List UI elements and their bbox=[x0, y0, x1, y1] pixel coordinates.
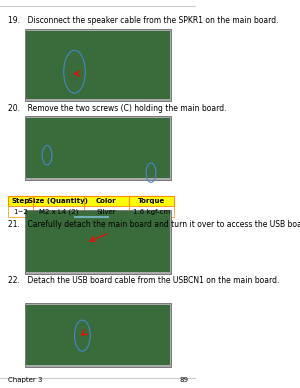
Text: 22. Detach the USB board cable from the USBCN1 on the main board.: 22. Detach the USB board cable from the … bbox=[8, 276, 279, 285]
FancyBboxPatch shape bbox=[129, 196, 174, 206]
Text: 20. Remove the two screws (C) holding the main board.: 20. Remove the two screws (C) holding th… bbox=[8, 104, 226, 113]
FancyBboxPatch shape bbox=[26, 29, 171, 101]
FancyBboxPatch shape bbox=[26, 118, 170, 178]
FancyBboxPatch shape bbox=[8, 206, 33, 217]
FancyBboxPatch shape bbox=[129, 206, 174, 217]
FancyBboxPatch shape bbox=[33, 196, 84, 206]
FancyBboxPatch shape bbox=[26, 303, 171, 367]
Text: Silver: Silver bbox=[96, 209, 116, 215]
Text: 89: 89 bbox=[179, 378, 188, 383]
Text: Torque: Torque bbox=[138, 198, 165, 204]
Text: Step: Step bbox=[11, 198, 30, 204]
FancyBboxPatch shape bbox=[84, 206, 129, 217]
FancyBboxPatch shape bbox=[26, 210, 171, 274]
Text: M2 x L4 (2): M2 x L4 (2) bbox=[39, 209, 78, 215]
Text: Size (Quantity): Size (Quantity) bbox=[28, 198, 88, 204]
Text: 1~2: 1~2 bbox=[13, 209, 28, 215]
FancyBboxPatch shape bbox=[84, 196, 129, 206]
Text: 21. Carefully detach the main board and turn it over to access the USB board cab: 21. Carefully detach the main board and … bbox=[8, 220, 300, 229]
Text: 19. Disconnect the speaker cable from the SPKR1 on the main board.: 19. Disconnect the speaker cable from th… bbox=[8, 16, 278, 24]
FancyBboxPatch shape bbox=[26, 31, 170, 99]
FancyBboxPatch shape bbox=[26, 211, 170, 272]
Text: Chapter 3: Chapter 3 bbox=[8, 378, 42, 383]
FancyBboxPatch shape bbox=[33, 206, 84, 217]
Text: Color: Color bbox=[96, 198, 116, 204]
Text: 1.6 kgf-cm: 1.6 kgf-cm bbox=[133, 209, 170, 215]
FancyBboxPatch shape bbox=[8, 196, 33, 206]
FancyBboxPatch shape bbox=[26, 305, 170, 365]
FancyBboxPatch shape bbox=[26, 116, 171, 180]
